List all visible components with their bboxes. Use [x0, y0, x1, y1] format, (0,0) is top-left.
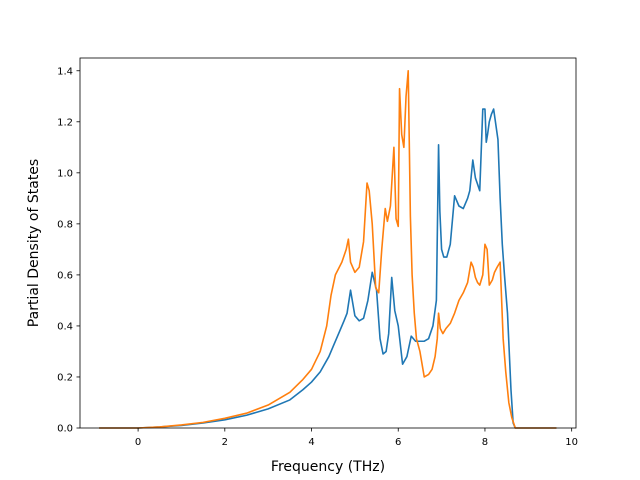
x-tick-label: 0	[135, 437, 141, 448]
y-axis-ticks: 0.0 0.2 0.4 0.6 0.8 1.0 1.2 1.4	[57, 66, 80, 435]
series-line-2	[99, 69, 557, 429]
x-axis-label: Frequency (THz)	[271, 459, 385, 475]
plot-frame	[79, 57, 577, 429]
y-axis-label: Partial Density of States	[26, 159, 42, 327]
series-layer	[99, 69, 557, 429]
y-tick-label: 1.2	[57, 117, 73, 128]
x-tick-label: 4	[308, 437, 314, 448]
y-tick-label: 0.4	[57, 321, 73, 332]
x-axis-ticks: 0 2 4 6 8 10	[135, 428, 578, 448]
x-tick-label: 8	[482, 437, 488, 448]
y-tick-label: 1.0	[57, 168, 73, 179]
y-tick-label: 0.0	[57, 424, 73, 435]
x-tick-label: 2	[222, 437, 228, 448]
y-tick-label: 0.8	[57, 219, 73, 230]
x-tick-label: 10	[565, 437, 578, 448]
y-tick-label: 0.2	[57, 372, 73, 383]
series-line-1	[99, 108, 557, 429]
y-tick-label: 1.4	[57, 66, 73, 77]
x-tick-label: 6	[395, 437, 401, 448]
y-tick-label: 0.6	[57, 270, 73, 281]
